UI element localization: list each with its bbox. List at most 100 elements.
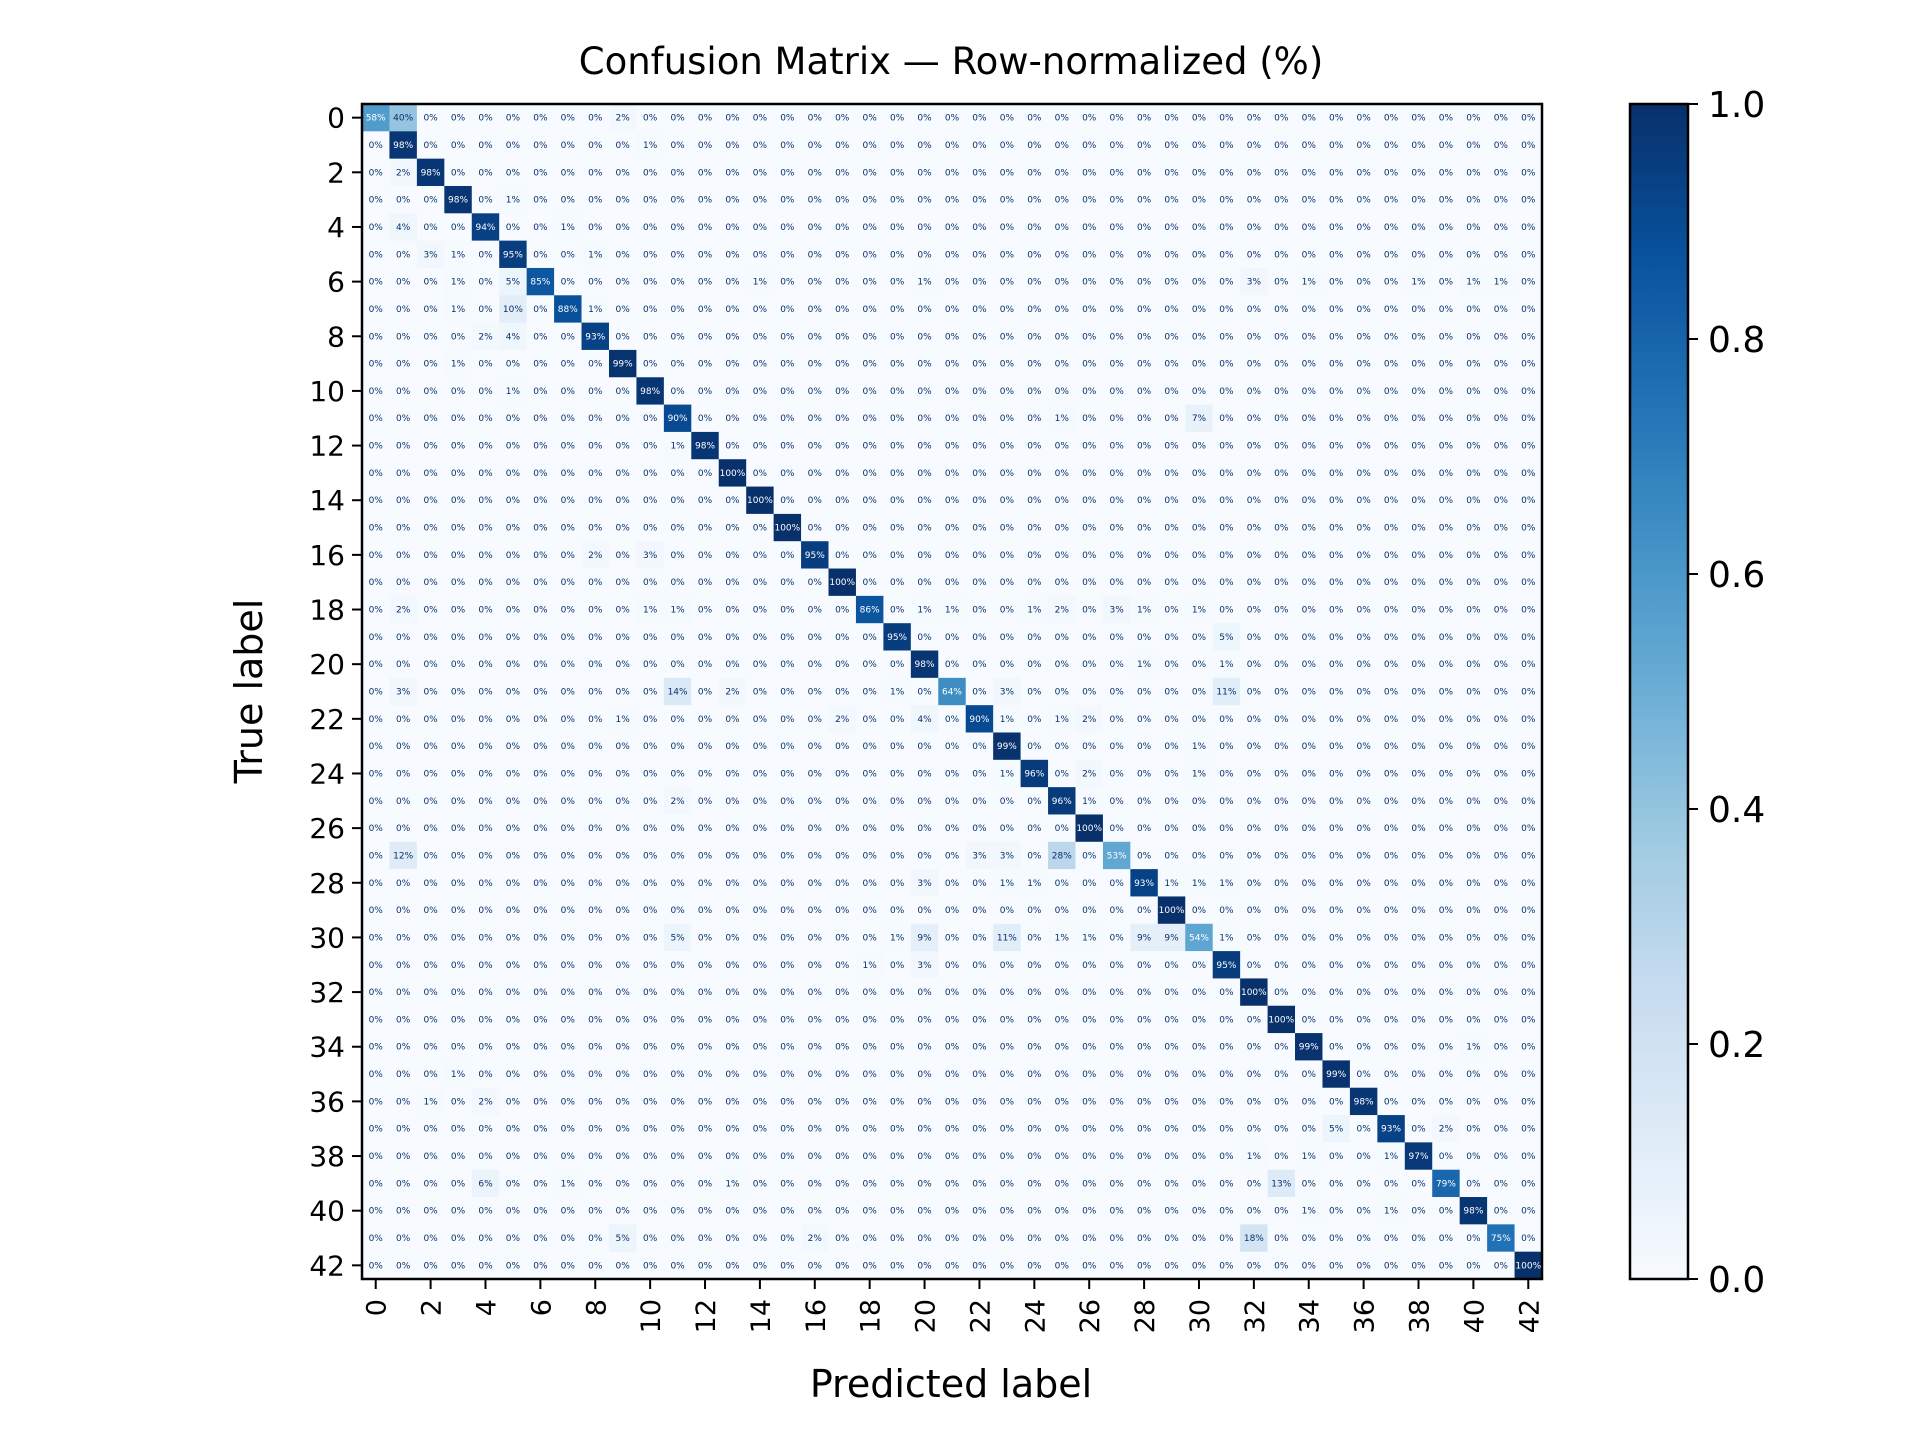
- cell-value-label: 0%: [972, 250, 987, 260]
- cell-value-label: 4%: [917, 715, 932, 725]
- cell-value-label: 0%: [1137, 387, 1152, 397]
- heatmap-cell: [444, 267, 473, 296]
- heatmap-cell: [828, 377, 857, 405]
- cell-value-label: 0%: [1110, 168, 1125, 178]
- cell-value-label: 0%: [972, 414, 987, 424]
- cell-value-label: 0%: [588, 114, 603, 124]
- heatmap-cell: [362, 322, 390, 351]
- heatmap-cell: [1377, 158, 1406, 187]
- cell-value-label: 0%: [1356, 797, 1371, 807]
- cell-value-label: 1%: [451, 278, 466, 288]
- cell-value-label: 0%: [533, 797, 548, 807]
- cell-value-label: 0%: [396, 988, 411, 998]
- cell-value-label: 0%: [1110, 1234, 1125, 1244]
- heatmap-cell: [1377, 104, 1406, 132]
- cell-value-label: 0%: [1494, 1179, 1509, 1189]
- cell-value-label: 0%: [1302, 1234, 1317, 1244]
- cell-value-label: 0%: [1356, 278, 1371, 288]
- cell-value-label: 0%: [451, 1152, 466, 1162]
- heatmap-cell: [718, 131, 747, 160]
- cell-value-label: 0%: [1466, 442, 1481, 452]
- cell-value-label: 0%: [1192, 551, 1207, 561]
- cell-value-label: 0%: [1000, 606, 1015, 616]
- cell-value-label: 0%: [1494, 332, 1509, 342]
- heatmap-cell: [1514, 349, 1543, 378]
- cell-value-label: 0%: [1055, 496, 1070, 506]
- cell-value-label: 0%: [1055, 469, 1070, 479]
- cell-value-label: 0%: [478, 933, 493, 943]
- cell-value-label: 0%: [1521, 879, 1536, 889]
- cell-value-label: 0%: [725, 114, 740, 124]
- cell-value-label: 0%: [1356, 1043, 1371, 1053]
- cell-value-label: 0%: [451, 906, 466, 916]
- cell-value-label: 0%: [1219, 1070, 1234, 1080]
- cell-value-label: 18%: [1244, 1234, 1264, 1244]
- heatmap-cell: [1404, 185, 1433, 214]
- cell-value-label: 0%: [588, 524, 603, 534]
- cell-value-label: 0%: [643, 633, 658, 643]
- cell-value-label: 0%: [396, 469, 411, 479]
- cell-value-label: 0%: [1466, 1070, 1481, 1080]
- cell-value-label: 0%: [808, 387, 823, 397]
- heatmap-cell: [471, 349, 500, 378]
- cell-value-label: 0%: [1302, 114, 1317, 124]
- cell-value-label: 0%: [1137, 196, 1152, 206]
- cell-value-label: 0%: [1494, 496, 1509, 506]
- cell-value-label: 0%: [1356, 141, 1371, 151]
- heatmap-cell: [1322, 295, 1351, 324]
- cell-value-label: 0%: [890, 524, 905, 534]
- cell-value-label: 1%: [1000, 769, 1015, 779]
- cell-value-label: 0%: [588, 879, 603, 889]
- heatmap-cell: [1185, 185, 1214, 214]
- cell-value-label: 0%: [1247, 660, 1262, 670]
- cell-value-label: 100%: [1159, 906, 1185, 916]
- heatmap-cell: [526, 377, 555, 405]
- heatmap-cell: [581, 267, 610, 296]
- cell-value-label: 0%: [1219, 414, 1234, 424]
- heatmap-cell: [1295, 104, 1323, 132]
- heatmap-cell: [416, 404, 445, 433]
- cell-value-label: 0%: [808, 305, 823, 315]
- cell-value-label: 0%: [1192, 360, 1207, 370]
- cell-value-label: 0%: [369, 1097, 384, 1107]
- cell-value-label: 0%: [1466, 797, 1481, 807]
- cell-value-label: 0%: [753, 141, 768, 151]
- cell-value-label: 0%: [890, 1152, 905, 1162]
- cell-value-label: 0%: [835, 824, 850, 834]
- cell-value-label: 0%: [369, 469, 384, 479]
- cell-value-label: 0%: [1055, 988, 1070, 998]
- heatmap-cell: [1212, 185, 1241, 214]
- cell-value-label: 0%: [1356, 1070, 1371, 1080]
- cell-value-label: 0%: [396, 278, 411, 288]
- cell-value-label: 0%: [972, 551, 987, 561]
- cell-value-label: 0%: [1274, 469, 1289, 479]
- cell-value-label: 0%: [753, 988, 768, 998]
- cell-value-label: 0%: [588, 168, 603, 178]
- cell-value-label: 0%: [1329, 196, 1344, 206]
- cell-value-label: 0%: [616, 933, 631, 943]
- cell-value-label: 0%: [917, 524, 932, 534]
- cell-value-label: 0%: [561, 578, 576, 588]
- cell-value-label: 0%: [616, 797, 631, 807]
- cell-value-label: 2%: [1082, 715, 1097, 725]
- heatmap-cell: [1102, 295, 1131, 324]
- cell-value-label: 0%: [1384, 988, 1399, 998]
- cell-value-label: 0%: [808, 278, 823, 288]
- cell-value-label: 0%: [588, 1179, 603, 1189]
- cell-value-label: 0%: [506, 496, 521, 506]
- cell-value-label: 0%: [1000, 1015, 1015, 1025]
- cell-value-label: 0%: [451, 551, 466, 561]
- heatmap-cell: [1130, 322, 1159, 351]
- cell-value-label: 0%: [1466, 988, 1481, 998]
- cell-value-label: 0%: [1110, 742, 1125, 752]
- heatmap-cell: [1322, 131, 1351, 160]
- cell-value-label: 0%: [1521, 114, 1536, 124]
- y-tick-label: 34: [309, 1031, 345, 1064]
- cell-value-label: 0%: [1439, 742, 1454, 752]
- cell-value-label: 0%: [1110, 1043, 1125, 1053]
- cell-value-label: 0%: [1466, 824, 1481, 834]
- cell-value-label: 0%: [1439, 114, 1454, 124]
- cell-value-label: 0%: [863, 1179, 878, 1189]
- cell-value-label: 0%: [863, 1261, 878, 1271]
- cell-value-label: 0%: [1247, 578, 1262, 588]
